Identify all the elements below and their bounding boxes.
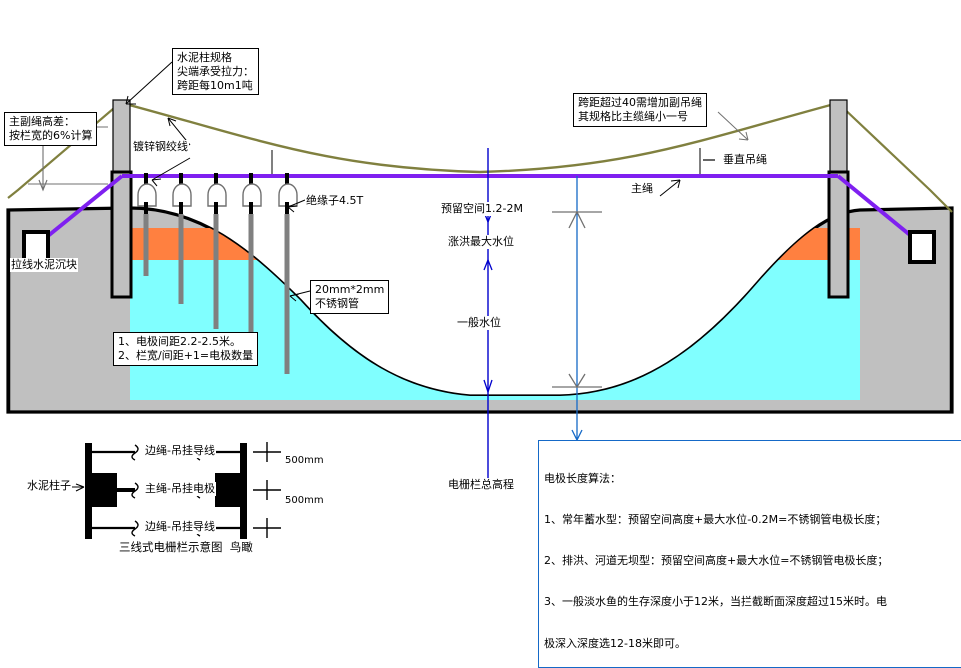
annotation-steel-pipe: 20mm*2mm 不锈钢管 (310, 280, 390, 314)
right-guy-cable (837, 102, 953, 213)
plan-right-pole (240, 443, 247, 539)
plan-row-label-mid: 主绳-吊挂电极 (144, 482, 216, 496)
left-anchor-block (22, 230, 50, 264)
annotation-rope-height-diff: 主副绳高差： 按栏宽的6%计算 (4, 112, 98, 146)
label-flood-level: 涨洪最大水位 (447, 235, 515, 249)
diagram-canvas: 水泥柱规格 尖端承受拉力： 跨距每10m1吨 主副绳高差： 按栏宽的6%计算 镀… (4, 48, 961, 668)
left-anchor-stay (36, 174, 124, 246)
plan-dimension-bottom: 500mm (284, 495, 325, 508)
formula-line: 极深入深度选12-18米即可。 (544, 636, 686, 650)
electrode-pipe (178, 214, 184, 304)
insulator-assembly (137, 173, 157, 276)
insulator-assembly (207, 173, 227, 329)
right-pole-lower (827, 170, 850, 299)
electrode-pipe (284, 214, 290, 374)
label-total-elevation: 电栅栏总高程 (447, 478, 515, 492)
annotation-galvanized-strand: 镀锌钢绞线 (132, 140, 189, 154)
annotation-vertical-hanger: 垂直吊绳 (722, 153, 768, 167)
plan-caption: 三线式电栅栏示意图 鸟瞰 (118, 540, 254, 555)
right-anchor-block (908, 230, 936, 264)
plan-row-label-top: 边绳-吊挂导线 (144, 444, 216, 458)
right-pole-upper (829, 99, 848, 173)
annotation-anchor-block: 拉线水泥沉块 (10, 258, 78, 272)
left-pole-lower (110, 170, 133, 299)
electrode-pipe (143, 214, 149, 276)
right-anchor-stay (836, 174, 923, 246)
annotation-insulator: 绝缘子4.5T (305, 194, 365, 208)
plan-left-pole (85, 443, 92, 539)
electrode-pipe (213, 214, 219, 329)
annotation-main-rope: 主绳 (630, 182, 654, 196)
formula-line: 2、排洪、河道无坝型：预留空间高度+最大水位=不锈钢管电极长度； (544, 554, 889, 567)
annotation-extra-rope: 跨距超过40需增加副吊绳 其规格比主缆绳小一号 (573, 93, 707, 127)
left-pole-upper (112, 99, 131, 173)
annotation-electrode-notes: 1、电极间距2.2-2.5米。 2、栏宽/间距+1=电极数量 (113, 332, 259, 366)
formula-line: 3、一般淡水鱼的生存深度小于12米，当拦截断面深度超过15米时。电 (544, 595, 887, 609)
label-normal-level: 一般水位 (456, 316, 502, 330)
formula-box: 电极长度算法： 1、常年蓄水型：预留空间高度+最大水位-0.2M=不锈钢管电极长… (538, 440, 961, 668)
formula-line: 1、常年蓄水型：预留空间高度+最大水位-0.2M=不锈钢管电极长度； (544, 512, 887, 526)
plan-row-label-bottom: 边绳-吊挂导线 (144, 520, 216, 534)
annotation-pole-spec: 水泥柱规格 尖端承受拉力： 跨距每10m1吨 (172, 48, 259, 96)
annotation-reserved-space: 预留空间1.2-2M (440, 202, 524, 216)
formula-heading: 电极长度算法： (544, 471, 621, 485)
suspension-catenary (121, 101, 839, 174)
plan-dimension-top: 500mm (284, 455, 325, 468)
plan-pole-label: 水泥柱子 (26, 479, 72, 493)
insulator-assembly (278, 173, 298, 374)
electrode-pipe (248, 214, 254, 352)
insulator-assembly (172, 173, 192, 304)
insulator-assembly (242, 173, 262, 352)
